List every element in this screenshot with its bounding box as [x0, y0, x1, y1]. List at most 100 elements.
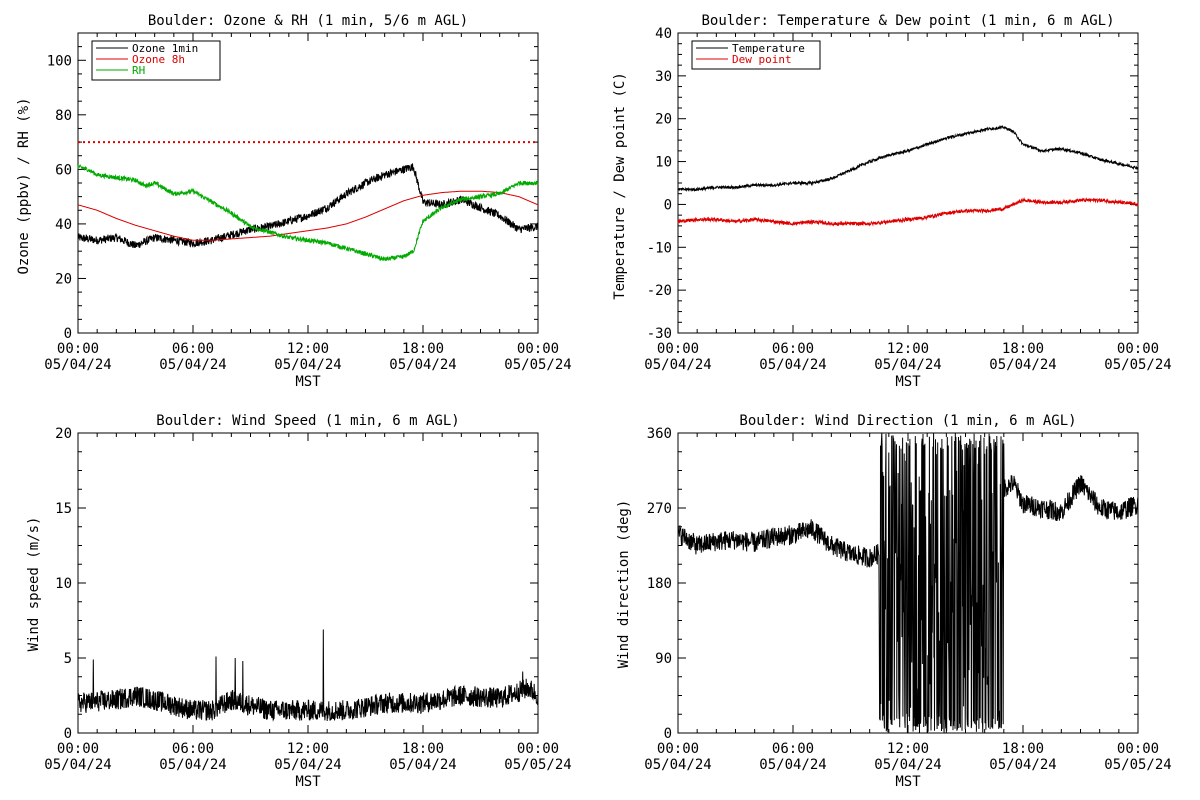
series-line-0: [77, 629, 539, 722]
plot-frame: [677, 32, 1139, 334]
legend-box: [691, 40, 821, 70]
y-tick-label: 40: [655, 26, 672, 42]
chart-title: Boulder: Wind Direction (1 min, 6 m AGL): [739, 413, 1076, 429]
x-tick-label-date: 05/05/24: [1104, 357, 1171, 373]
y-axis-label: Wind direction (deg): [616, 500, 632, 669]
x-tick-label-date: 05/04/24: [644, 357, 711, 373]
chart-title: Boulder: Ozone & RH (1 min, 5/6 m AGL): [148, 13, 468, 29]
series-line-0: [77, 163, 539, 248]
y-tick-label: 5: [64, 651, 72, 667]
x-tick-label-date: 05/04/24: [989, 357, 1056, 373]
wind-speed-panel: Boulder: Wind Speed (1 min, 6 m AGL) 0 5 1…: [26, 413, 572, 790]
x-tick-label-date: 05/05/24: [1104, 757, 1171, 773]
x-tick-label-time: 00:00: [517, 341, 559, 357]
axes: 09018027036000:0005/04/2406:0005/04/2412…: [644, 426, 1171, 773]
y-tick-label: 20: [55, 271, 72, 287]
x-tick-label-date: 05/04/24: [389, 757, 456, 773]
series-line-1: [77, 190, 539, 241]
series-line-0: [677, 124, 1139, 193]
chart-title: Boulder: Wind Speed (1 min, 6 m AGL): [156, 413, 459, 429]
y-tick-label: 15: [55, 501, 72, 517]
x-tick-label-date: 05/04/24: [874, 357, 941, 373]
x-tick-label-time: 00:00: [517, 741, 559, 757]
ozone-rh-panel: Boulder: Ozone & RH (1 min, 5/6 m AGL) 0…: [16, 13, 572, 390]
x-tick-label-date: 05/04/24: [389, 357, 456, 373]
x-tick-label-date: 05/04/24: [874, 757, 941, 773]
x-tick-label-time: 18:00: [402, 741, 444, 757]
axes: -30-20-1001020304000:0005/04/2406:0005/0…: [644, 26, 1171, 373]
x-tick-label-time: 00:00: [1117, 341, 1159, 357]
y-axis-label: Ozone (ppbv) / RH (%): [16, 97, 32, 274]
x-tick-label-date: 05/04/24: [44, 757, 111, 773]
x-tick-label-date: 05/04/24: [759, 357, 826, 373]
y-tick-label: 20: [55, 426, 72, 442]
y-tick-label: 10: [655, 155, 672, 171]
x-tick-label-date: 05/04/24: [989, 757, 1056, 773]
y-tick-label: 10: [55, 576, 72, 592]
y-tick-label: 360: [647, 426, 672, 442]
temperature-dewpoint-panel: Boulder: Temperature & Dew point (1 min,…: [612, 13, 1172, 390]
x-tick-label-time: 06:00: [172, 741, 214, 757]
legend-label: Ozone 1min: [132, 42, 198, 55]
y-axis-label: Wind speed (m/s): [26, 517, 42, 652]
x-tick-label-time: 12:00: [887, 341, 929, 357]
y-tick-label: 100: [47, 53, 72, 69]
axes: 02040608010000:0005/04/2406:0005/04/2412…: [44, 32, 572, 373]
plot-frame: [77, 432, 539, 734]
y-tick-label: -30: [647, 326, 672, 342]
x-tick-label-time: 00:00: [57, 741, 99, 757]
y-tick-label: 0: [664, 197, 672, 213]
x-tick-label-time: 18:00: [1002, 741, 1044, 757]
x-tick-label-time: 12:00: [287, 341, 329, 357]
legend-label: Ozone 8h: [132, 53, 185, 66]
x-tick-label-date: 05/05/24: [504, 357, 571, 373]
y-tick-label: 90: [655, 651, 672, 667]
series-line-1: [677, 197, 1139, 227]
x-tick-label-time: 06:00: [772, 341, 814, 357]
x-tick-label-date: 05/04/24: [759, 757, 826, 773]
legend-label: Temperature: [732, 42, 805, 55]
x-axis-label: MST: [295, 374, 321, 390]
y-tick-label: 30: [655, 69, 672, 85]
wind-direction-panel: Boulder: Wind Direction (1 min, 6 m AGL)…: [616, 413, 1172, 790]
y-tick-label: 0: [64, 726, 72, 742]
y-tick-label: 80: [55, 108, 72, 124]
x-tick-label-time: 12:00: [287, 741, 329, 757]
x-axis-label: MST: [295, 774, 321, 790]
x-axis-label: MST: [895, 774, 921, 790]
x-tick-label-date: 05/04/24: [274, 357, 341, 373]
x-tick-label-time: 18:00: [402, 341, 444, 357]
y-tick-label: 60: [55, 162, 72, 178]
y-tick-label: -20: [647, 283, 672, 299]
x-axis-label: MST: [895, 374, 921, 390]
x-tick-label-time: 18:00: [1002, 341, 1044, 357]
x-tick-label-date: 05/04/24: [44, 357, 111, 373]
y-tick-label: 20: [655, 112, 672, 128]
axes: 0510152000:0005/04/2406:0005/04/2412:000…: [44, 426, 571, 773]
x-tick-label-time: 00:00: [1117, 741, 1159, 757]
x-tick-label-date: 05/04/24: [274, 757, 341, 773]
y-tick-label: 270: [647, 501, 672, 517]
x-tick-label-time: 06:00: [772, 741, 814, 757]
y-tick-label: 0: [64, 326, 72, 342]
y-tick-label: 180: [647, 576, 672, 592]
chart-title: Boulder: Temperature & Dew point (1 min,…: [701, 13, 1114, 29]
legend-label: Dew point: [732, 53, 792, 66]
x-tick-label-time: 00:00: [657, 741, 699, 757]
x-tick-label-time: 06:00: [172, 341, 214, 357]
x-tick-label-time: 00:00: [657, 341, 699, 357]
x-tick-label-date: 05/05/24: [504, 757, 571, 773]
y-tick-label: -10: [647, 240, 672, 256]
x-tick-label-time: 00:00: [57, 341, 99, 357]
series-line-2: [77, 164, 539, 262]
y-tick-label: 0: [664, 726, 672, 742]
y-tick-label: 40: [55, 217, 72, 233]
legend-label: RH: [132, 64, 145, 77]
y-axis-label: Temperature / Dew point (C): [612, 72, 628, 300]
x-tick-label-date: 05/04/24: [644, 757, 711, 773]
x-tick-label-date: 05/04/24: [159, 757, 226, 773]
series-line-0: [677, 433, 1139, 733]
x-tick-label-time: 12:00: [887, 741, 929, 757]
x-tick-label-date: 05/04/24: [159, 357, 226, 373]
